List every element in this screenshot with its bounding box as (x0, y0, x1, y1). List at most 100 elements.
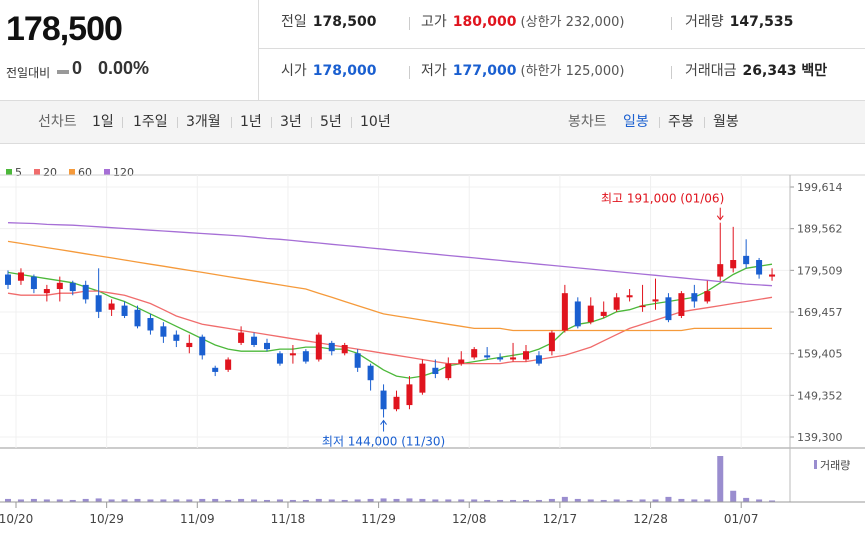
period-1w[interactable]: 1주일 (133, 114, 168, 130)
volume-bar (354, 499, 361, 502)
candle-body (626, 295, 633, 298)
period-3m[interactable]: 3개월 (186, 114, 221, 130)
candle-body (574, 301, 581, 327)
current-price: 178,500 (6, 10, 123, 48)
x-tick-label: 11/29 (361, 512, 396, 526)
period-1d[interactable]: 1일 (92, 114, 114, 130)
y-axis: 199,614 189,562 179,509 169,457 159,405 149,3… (789, 175, 843, 502)
candle-body (160, 326, 167, 337)
volume-bar (264, 499, 270, 502)
candle-body (717, 264, 724, 277)
volume-bar (613, 499, 620, 502)
volume-bar (251, 499, 258, 502)
legend-ma120-label: 120 (113, 166, 134, 179)
candle-body (665, 297, 672, 321)
moving-average-lines (7, 222, 773, 379)
candle-body (730, 260, 737, 269)
x-tick-label: 11/09 (180, 512, 215, 526)
quote-summary: 전일 178,500 고가 180,000 (상한가 232,000) 거래량 147,… (259, 0, 865, 100)
candle-body (173, 334, 180, 341)
candle-body (419, 363, 426, 393)
volume-bar (523, 499, 529, 502)
legend-ma5-label: 5 (15, 166, 22, 179)
volume-bar (380, 498, 387, 502)
candle-body (328, 342, 335, 352)
candle-body (56, 282, 63, 290)
volume-bar (276, 499, 283, 502)
volume-bar (225, 499, 232, 502)
candle-body (756, 260, 763, 275)
volume-bar (69, 499, 76, 502)
upper-limit: (상한가 232,000) (520, 15, 625, 30)
open-value: 178,000 (312, 63, 377, 79)
volume-bar (497, 499, 504, 502)
x-tick-label: 12/08 (452, 512, 487, 526)
volume-bar (82, 498, 89, 502)
volume-bar (121, 499, 128, 502)
volume-bar (186, 499, 193, 502)
candle-body (43, 289, 50, 294)
volume-bar (238, 498, 245, 502)
candle-body (743, 255, 750, 265)
low-price: 저가 177,000 (하한가 125,000) (421, 49, 624, 97)
candle-body (406, 384, 413, 406)
line-ma120 (7, 222, 773, 287)
candle-body (652, 299, 659, 302)
low-annotation: 최저 144,000 (11/30) (322, 435, 445, 449)
y-tick-label: 139,300 (797, 431, 843, 444)
volume-bar (160, 499, 167, 502)
y-tick-label: 189,562 (797, 223, 843, 236)
candle-monthly[interactable]: 월봉 (713, 114, 739, 130)
volume: 거래량 147,535 (685, 0, 793, 48)
candle-body (5, 274, 11, 285)
volume-bar (730, 490, 737, 502)
volume-bar (548, 498, 555, 502)
x-tick-label: 10/29 (89, 512, 124, 526)
period-3y[interactable]: 3년 (280, 114, 302, 130)
candle-body (199, 336, 206, 356)
x-tick-label: 12/28 (633, 512, 668, 526)
high-value: 180,000 (452, 14, 517, 30)
y-tick-label: 179,509 (797, 264, 843, 277)
high-price: 고가 180,000 (상한가 232,000) (421, 0, 624, 48)
candle-body (341, 344, 348, 354)
divider (659, 117, 660, 128)
candle-body (393, 396, 400, 410)
x-tick-label: 11/18 (271, 512, 306, 526)
volume-bar (484, 499, 491, 502)
candle-body (354, 353, 361, 368)
candle-chart-label: 봉차트 (568, 114, 607, 130)
candlesticks (5, 222, 776, 418)
volume-bar (341, 499, 348, 502)
period-5y[interactable]: 5년 (320, 114, 342, 130)
volume-bar (328, 499, 335, 502)
candle-weekly[interactable]: 주봉 (668, 114, 694, 130)
divider (409, 17, 410, 30)
volume-bar (665, 496, 672, 502)
candle-body (276, 353, 283, 364)
ma-legend: 5 20 60 120 (6, 166, 134, 179)
volume-bar (432, 499, 439, 502)
candle-body (147, 318, 154, 331)
lower-limit: (하한가 125,000) (520, 64, 625, 79)
candle-body (548, 332, 555, 352)
volume-bar (147, 499, 154, 502)
candle-body (212, 367, 219, 372)
candle-body (639, 305, 646, 308)
high-label: 고가 (421, 14, 447, 30)
volume-bar (471, 499, 478, 502)
change-value: 0 (72, 58, 83, 78)
legend-ma60-label: 60 (78, 166, 92, 179)
candle-daily[interactable]: 일봉 (623, 114, 649, 130)
volume-bar (43, 499, 50, 502)
divider (351, 117, 352, 128)
volume-bar (95, 498, 102, 502)
annotations: 최고 191,000 (01/06) 최저 144,000 (11/30) (322, 192, 724, 449)
period-10y[interactable]: 10년 (360, 114, 391, 130)
y-tick-label: 149,352 (797, 389, 843, 402)
candle-body (134, 309, 141, 327)
period-1y[interactable]: 1년 (240, 114, 262, 130)
volume-bar (561, 496, 568, 502)
divider (671, 17, 672, 30)
volume-bar (704, 499, 711, 502)
